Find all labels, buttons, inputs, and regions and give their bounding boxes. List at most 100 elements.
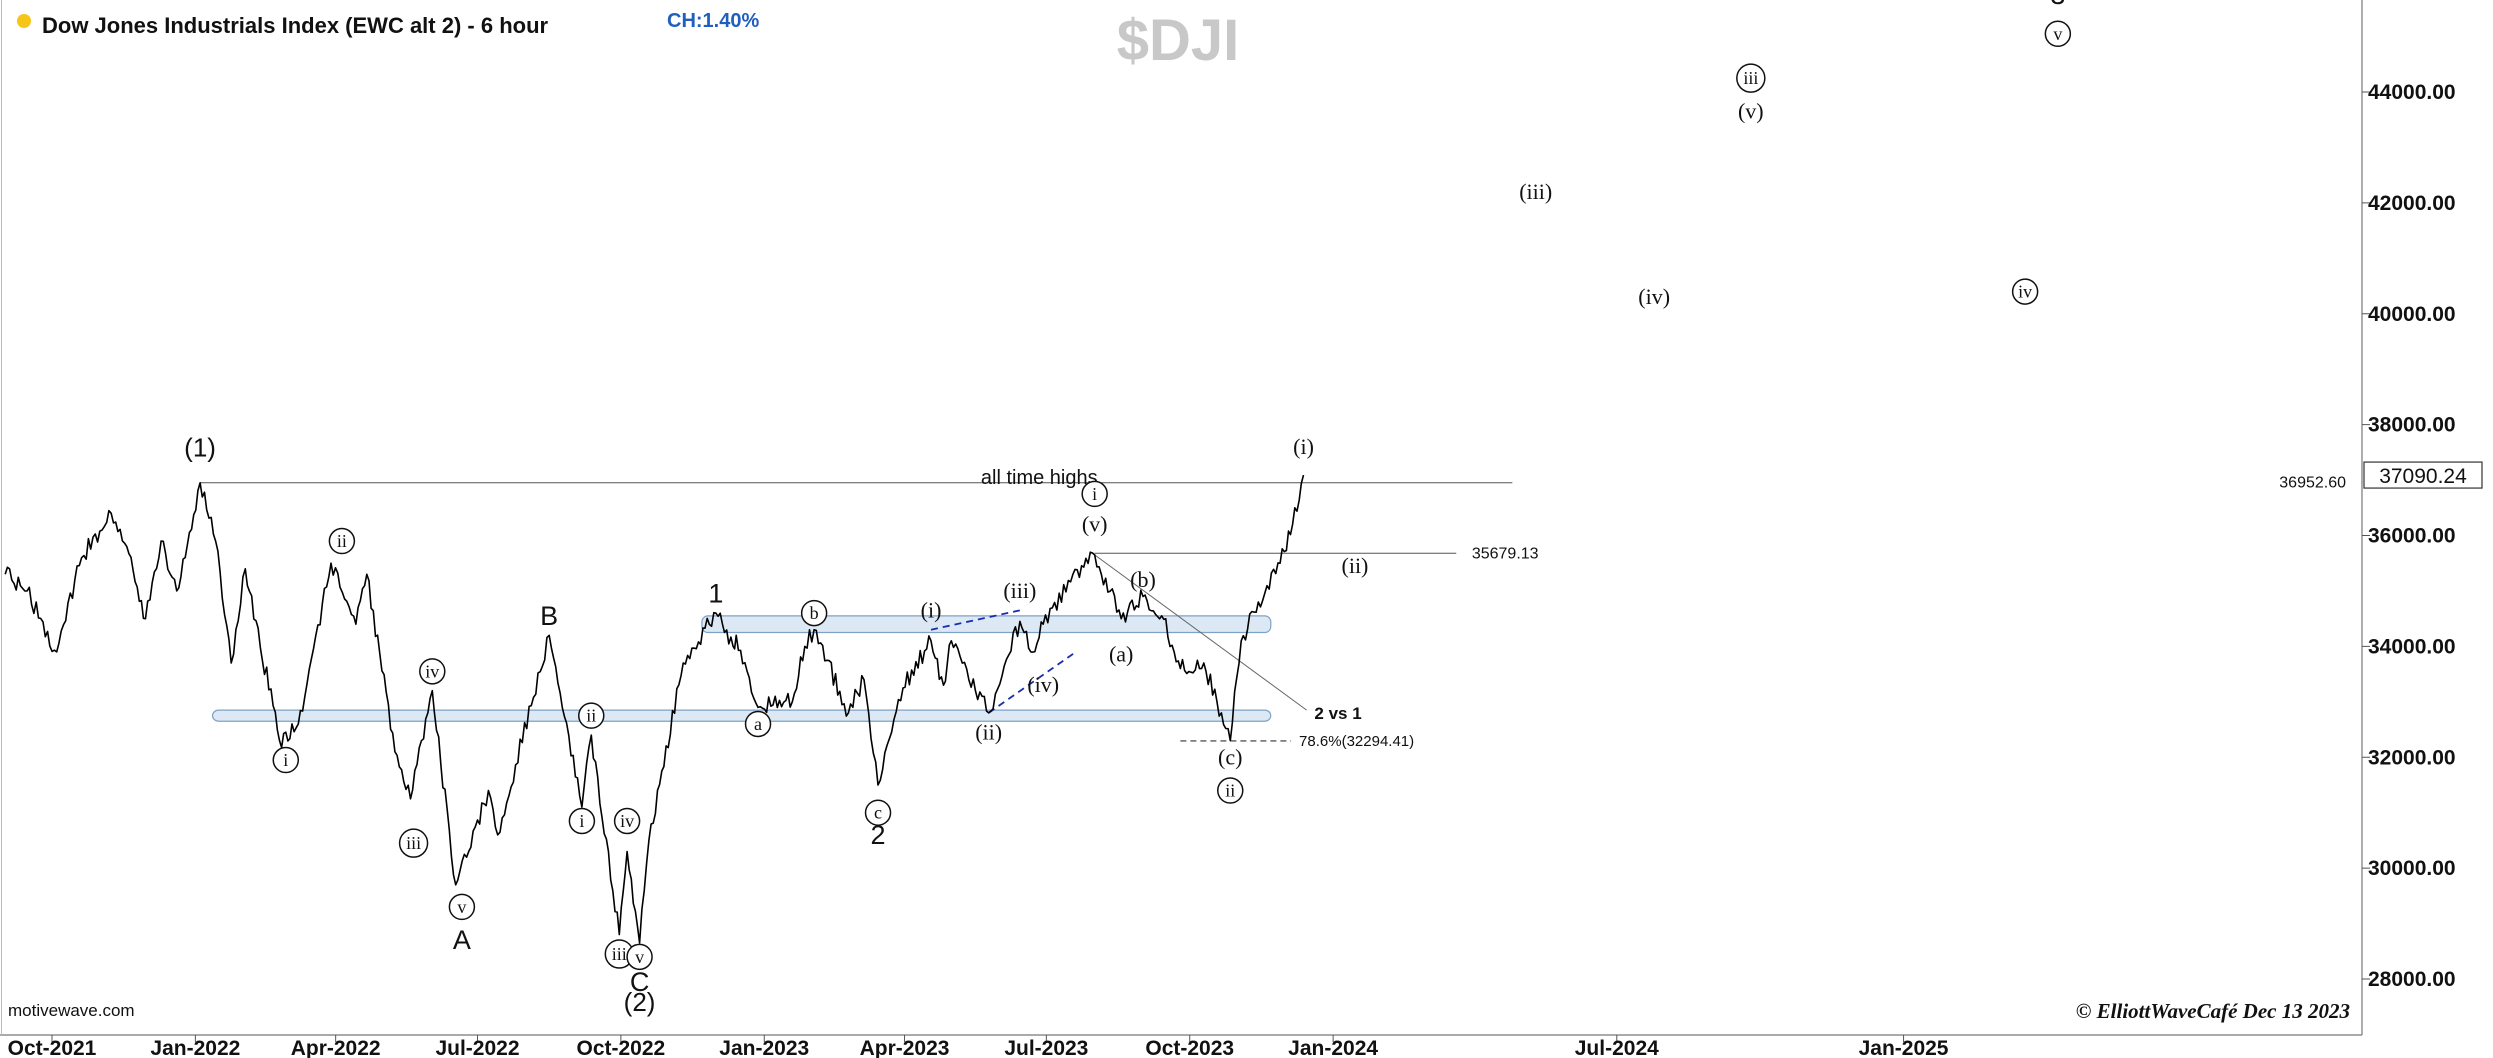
wave-label: (iii) [1519,179,1552,204]
support-resistance-bands [211,615,1272,722]
wave-label-circle-icon [272,746,300,774]
wave-label-circle-icon [1736,63,1766,93]
wave-label: iv [2018,282,2032,302]
y-tick-label: 42000.00 [2368,192,2456,215]
price-line [4,474,1305,944]
wave-label: c [874,803,882,823]
x-tick-label: Apr-2022 [291,1037,381,1058]
x-tick-label: Oct-2023 [1145,1037,1234,1058]
x-tick-label: Oct-2022 [577,1037,666,1058]
wave-label: b [810,603,819,623]
x-tick-label: Jan-2023 [719,1037,809,1058]
wave-label-circle-icon [626,943,653,971]
wave-label-circle-icon [448,893,476,921]
y-tick-label: 38000.00 [2368,414,2456,437]
wave-label: a [754,714,762,734]
wave-label: 3 [2050,0,2065,10]
wave-label: 1 [708,579,723,609]
y-tick-label: 28000.00 [2368,968,2456,991]
wave-label: iii [406,833,421,853]
x-tick-label: Jul-2022 [435,1037,519,1058]
footer-copyright: © ElliottWaveCafé Dec 13 2023 [2076,999,2350,1023]
trend-line [1094,554,1307,711]
wave-label: (i) [921,597,942,622]
wave-channel-dashed-line [988,651,1077,714]
wave-label-circle-icon [328,527,356,555]
wave-label-circle-icon [2011,278,2039,305]
footer-source: motivewave.com [8,1001,135,1020]
wave-label-circle-icon [2044,20,2072,48]
wave-label: (iv) [1027,672,1059,697]
wave-label: (i) [1293,434,1314,459]
symbol-watermark: $DJI [1117,8,1240,73]
wave-label-circle-icon [578,702,605,729]
wave-label: B [540,601,558,631]
wave-label: (iv) [1638,284,1670,309]
wave-label: 2 [871,820,886,850]
price-level-label: 36952.60 [2279,475,2346,492]
wave-label: i [1092,484,1097,504]
last-price-box [2363,461,2483,489]
zone-band [211,709,1272,722]
wave-label-circle-icon [800,599,828,627]
x-tick-label: Jan-2024 [1288,1037,1378,1058]
wave-label-circle-icon [744,710,772,738]
wave-channel-dashed-line [930,609,1021,631]
wave-label-circle-icon [1081,480,1108,508]
wave-label: A [453,925,471,955]
wave-label: ii [1225,781,1235,801]
wave-label: (ii) [975,719,1002,744]
x-tick-label: Jan-2025 [1859,1037,1949,1058]
price-levels: 36952.60 35679.13 78.6%(32294.41) all time … [200,467,2346,750]
wave-label: (v) [1738,98,1764,123]
y-tick-label: 32000.00 [2368,746,2456,769]
chart-title: Dow Jones Industrials Index (EWC alt 2) … [42,13,549,38]
wave-label: v [2053,24,2062,44]
wave-label: (a) [1109,642,1133,667]
wave-label-circle-icon [398,828,429,858]
wave-label-circle-icon [1217,777,1244,804]
wave-label-circle-icon [613,807,641,835]
x-tick-label: Jul-2024 [1575,1037,1659,1058]
wave-label: v [635,947,644,967]
wave-label: ii [337,531,347,551]
wave-label: C [630,967,650,997]
price-series [4,474,1305,944]
y-tick-label: 36000.00 [2368,525,2456,548]
fib-retracement-label: 78.6%(32294.41) [1299,733,1414,750]
wave-label: (iii) [1003,578,1036,603]
y-tick-label: 34000.00 [2368,635,2456,658]
status-dot-icon [17,14,31,28]
wave-label: i [283,750,288,770]
y-tick-label: 30000.00 [2368,857,2456,880]
wave-label: (c) [1218,744,1242,769]
last-price-label: 37090.24 [2379,465,2467,488]
x-tick-label: Jan-2022 [150,1037,240,1058]
wave-label: (b) [1130,567,1156,592]
wave-label: (2) [624,987,656,1017]
x-tick-label: Apr-2023 [860,1037,950,1058]
wave-label: v [457,897,466,917]
zone-band [701,615,1272,634]
wave-label: iii [612,944,627,964]
x-tick-label: Jul-2023 [1004,1037,1088,1058]
y-tick-label: 40000.00 [2368,303,2456,326]
wave-label-circle-icon [568,807,596,835]
wave-label: iv [425,661,439,681]
change-readout: CH:1.40% [667,10,759,32]
wave-label: iii [1743,68,1758,88]
wave-label: ii [586,706,596,726]
wave-label-circle-icon [419,658,446,685]
wave-label: iv [620,811,634,831]
x-tick-label: Oct-2021 [8,1037,97,1058]
wave-label: (1) [184,433,216,463]
all-time-highs-note: all time highs [981,467,1098,489]
wave-label: i [579,811,584,831]
wave-label-circle-icon [864,799,892,826]
wave-label: (v) [1082,511,1108,536]
y-tick-label: 44000.00 [2368,81,2456,104]
wave-label: (ii) [1342,553,1369,578]
